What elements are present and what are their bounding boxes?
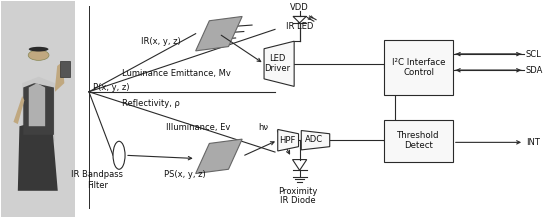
Polygon shape <box>13 96 24 124</box>
Text: Proximity: Proximity <box>278 187 318 196</box>
Text: IR LED: IR LED <box>286 22 313 31</box>
Text: P(x, y, z): P(x, y, z) <box>93 83 129 92</box>
Text: SCL: SCL <box>526 50 541 59</box>
Polygon shape <box>22 77 55 141</box>
Ellipse shape <box>29 47 48 51</box>
Ellipse shape <box>28 50 49 60</box>
Text: Reflectivity, ρ: Reflectivity, ρ <box>122 99 180 108</box>
Text: INT: INT <box>526 138 540 147</box>
Text: Illuminance, Ev: Illuminance, Ev <box>166 123 230 132</box>
Polygon shape <box>29 83 45 126</box>
Text: LED
Driver: LED Driver <box>264 54 290 73</box>
Bar <box>2 1 75 217</box>
Text: hν: hν <box>258 123 268 132</box>
Ellipse shape <box>113 141 125 169</box>
Text: Luminance Emittance, Mv: Luminance Emittance, Mv <box>122 69 230 78</box>
Polygon shape <box>23 83 54 135</box>
Text: Threshold
Detect: Threshold Detect <box>398 131 440 150</box>
Text: IR Bandpass: IR Bandpass <box>71 170 123 179</box>
Polygon shape <box>301 131 329 150</box>
Bar <box>60 61 70 77</box>
Polygon shape <box>196 139 242 174</box>
Bar <box>384 40 453 95</box>
Polygon shape <box>196 16 242 51</box>
Text: VDD: VDD <box>290 3 309 12</box>
Bar <box>384 120 453 162</box>
Text: HPF: HPF <box>279 136 295 145</box>
Polygon shape <box>278 129 299 151</box>
Polygon shape <box>55 62 64 92</box>
Polygon shape <box>18 122 58 191</box>
Text: PS(x, y, z): PS(x, y, z) <box>164 170 206 179</box>
Text: ADC: ADC <box>305 135 323 144</box>
Text: SDA: SDA <box>526 66 543 75</box>
Text: I²C Interface
Control: I²C Interface Control <box>392 58 446 77</box>
Polygon shape <box>264 41 294 86</box>
Text: IR Diode: IR Diode <box>280 196 316 205</box>
Text: Filter: Filter <box>87 181 108 190</box>
Text: IR(x, y, z): IR(x, y, z) <box>141 37 181 46</box>
